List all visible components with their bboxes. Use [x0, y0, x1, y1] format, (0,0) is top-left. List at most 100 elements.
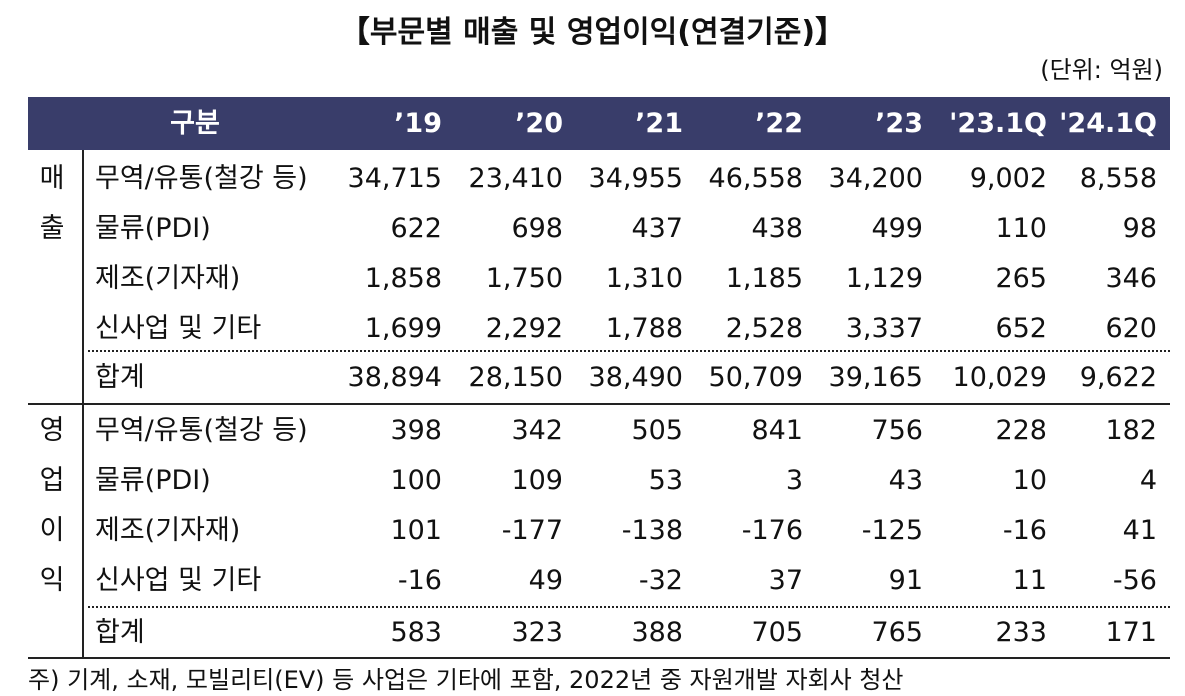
- row-value: 3,337: [845, 312, 923, 344]
- total-value: 28,150: [468, 361, 563, 393]
- total-value: 50,709: [708, 361, 803, 393]
- row-value: 91: [888, 564, 923, 596]
- row-name: 신사업 및 기타: [95, 312, 262, 344]
- row-value: 43: [888, 464, 923, 496]
- row-value: 437: [631, 212, 683, 244]
- row-value: 505: [631, 414, 683, 446]
- group-label: 이: [39, 514, 65, 546]
- header-cell: ’22: [755, 107, 803, 139]
- row-value: 620: [1105, 312, 1157, 344]
- total-value: 39,165: [828, 361, 923, 393]
- header-cell: '23.1Q: [949, 107, 1047, 139]
- row-value: -16: [397, 564, 442, 596]
- row-value: -177: [501, 514, 563, 546]
- row-name: 물류(PDI): [95, 464, 211, 496]
- row-value: 9,002: [969, 162, 1047, 194]
- row-value: 652: [995, 312, 1047, 344]
- row-name: 제조(기자재): [95, 514, 241, 546]
- row-value: 228: [995, 414, 1047, 446]
- header-cell: ’21: [635, 107, 683, 139]
- row-value: 398: [390, 414, 442, 446]
- row-value: 34,715: [347, 162, 442, 194]
- title: 【부문별 매출 및 영업이익(연결기준)】: [339, 15, 846, 50]
- row-name: 무역/유통(철강 등): [95, 162, 308, 194]
- row-value: 265: [995, 262, 1047, 294]
- footnote: 주) 기계, 소재, 모빌리티(EV) 등 사업은 기타에 포함, 2022년 …: [28, 666, 904, 694]
- row-value: 438: [751, 212, 803, 244]
- row-value: 1,310: [605, 262, 683, 294]
- row-value: 1,699: [364, 312, 442, 344]
- total-value: 583: [390, 616, 442, 648]
- header-cell: ’23: [875, 107, 923, 139]
- row-name: 제조(기자재): [95, 262, 241, 294]
- row-value: 1,185: [725, 262, 803, 294]
- group-label: 익: [39, 564, 65, 596]
- row-value: 1,858: [364, 262, 442, 294]
- total-value: 233: [995, 616, 1047, 648]
- row-value: 49: [528, 564, 563, 596]
- row-value: 1,750: [485, 262, 563, 294]
- row-value: 4: [1139, 464, 1157, 496]
- header-cell: ’19: [394, 107, 442, 139]
- total-value: 765: [871, 616, 923, 648]
- row-value: 46,558: [708, 162, 803, 194]
- row-name: 물류(PDI): [95, 212, 211, 244]
- row-value: 3: [785, 464, 803, 496]
- row-value: 622: [390, 212, 442, 244]
- total-value: 171: [1105, 616, 1157, 648]
- row-value: -32: [638, 564, 683, 596]
- row-value: 34,955: [588, 162, 683, 194]
- row-name: 무역/유통(철강 등): [95, 414, 308, 446]
- total-value: 388: [631, 616, 683, 648]
- row-value: 37: [768, 564, 803, 596]
- total-value: 10,029: [952, 361, 1047, 393]
- row-value: 34,200: [828, 162, 923, 194]
- row-value: 841: [751, 414, 803, 446]
- row-value: 756: [871, 414, 923, 446]
- column-divider: [82, 150, 84, 657]
- row-value: 11: [1012, 564, 1047, 596]
- total-value: 705: [751, 616, 803, 648]
- dotted-line: [88, 606, 1170, 608]
- row-value: 1,788: [605, 312, 683, 344]
- total-value: 38,894: [347, 361, 442, 393]
- row-value: 100: [390, 464, 442, 496]
- row-value: 8,558: [1079, 162, 1157, 194]
- row-value: 182: [1105, 414, 1157, 446]
- row-value: 41: [1122, 514, 1157, 546]
- total-value: 38,490: [588, 361, 683, 393]
- row-line: [28, 403, 1170, 405]
- row-value: 23,410: [468, 162, 563, 194]
- row-value: 698: [511, 212, 563, 244]
- row-value: 98: [1122, 212, 1157, 244]
- row-value: 109: [511, 464, 563, 496]
- row-value: -16: [1002, 514, 1047, 546]
- row-name: 신사업 및 기타: [95, 564, 262, 596]
- group-label: 매: [39, 162, 65, 194]
- row-value: 346: [1105, 262, 1157, 294]
- group-label: 업: [39, 464, 65, 496]
- total-value: 9,622: [1079, 361, 1157, 393]
- row-value: 499: [871, 212, 923, 244]
- row-line: [28, 657, 1170, 659]
- row-value: 110: [995, 212, 1047, 244]
- row-value: 101: [390, 514, 442, 546]
- unit: (단위: 억원): [1040, 56, 1163, 84]
- header-cell: ’20: [515, 107, 563, 139]
- row-value: 53: [648, 464, 683, 496]
- row-value: -56: [1112, 564, 1157, 596]
- row-value: -138: [621, 514, 683, 546]
- row-value: -176: [741, 514, 803, 546]
- group-label: 출: [39, 212, 65, 244]
- total-name: 합계: [95, 616, 145, 648]
- row-value: -125: [861, 514, 923, 546]
- row-value: 342: [511, 414, 563, 446]
- row-value: 2,528: [725, 312, 803, 344]
- total-name: 합계: [95, 361, 145, 393]
- row-value: 1,129: [845, 262, 923, 294]
- row-value: 2,292: [485, 312, 563, 344]
- header-cell: 구분: [170, 107, 220, 139]
- group-label: 영: [39, 414, 65, 446]
- dotted-line: [88, 350, 1170, 352]
